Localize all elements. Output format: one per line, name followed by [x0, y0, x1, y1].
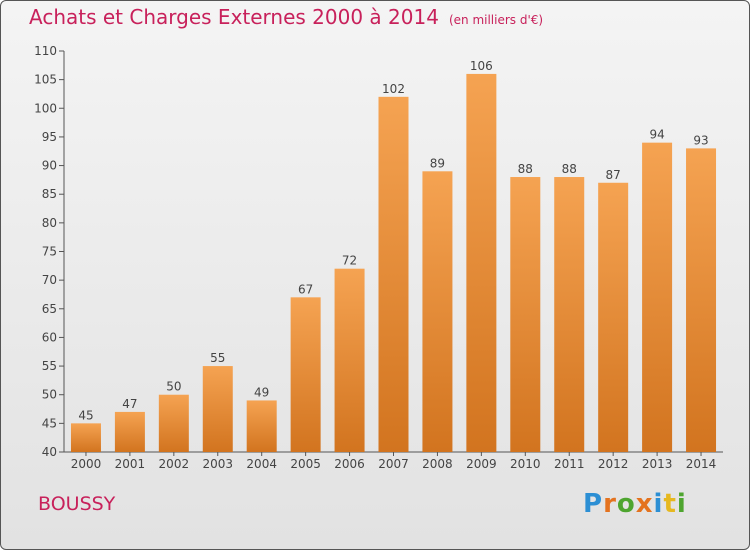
logo-letter: x — [635, 489, 654, 519]
bar — [114, 411, 145, 452]
bar-value-label: 87 — [606, 168, 621, 182]
x-tick-label: 2009 — [466, 457, 497, 471]
bar — [642, 142, 673, 452]
y-tick-label: 50 — [42, 388, 57, 402]
y-tick-label: 85 — [42, 187, 57, 201]
bar — [158, 394, 189, 452]
bar — [598, 182, 629, 452]
logo-letter: i — [676, 489, 687, 519]
chart-title-text: Achats et Charges Externes 2000 à 2014 — [29, 5, 439, 29]
x-tick-label: 2008 — [422, 457, 453, 471]
y-tick-label: 75 — [42, 245, 57, 259]
bar — [686, 148, 717, 452]
y-tick-label: 65 — [42, 302, 57, 316]
bar — [554, 177, 585, 452]
x-tick-label: 2006 — [334, 457, 365, 471]
y-tick-label: 90 — [42, 159, 57, 173]
y-tick-label: 60 — [42, 330, 57, 344]
x-tick-label: 2007 — [378, 457, 409, 471]
y-tick-label: 40 — [42, 445, 57, 459]
logo-letter: i — [653, 489, 664, 519]
y-tick-label: 105 — [34, 73, 57, 87]
x-tick-label: 2010 — [510, 457, 541, 471]
x-tick-label: 2014 — [686, 457, 717, 471]
bar-value-label: 45 — [78, 408, 93, 422]
y-tick-label: 80 — [42, 216, 57, 230]
bar-value-label: 106 — [470, 59, 493, 73]
bar-value-label: 94 — [649, 128, 664, 142]
bar-chart: 40 45 50 55 60 65 70 75 80 85 90 95 100 105 110 45 2000 4… — [34, 44, 723, 471]
bar-value-label: 102 — [382, 82, 405, 96]
bar-value-label: 93 — [693, 133, 708, 147]
location-label: BOUSSY — [38, 493, 116, 515]
logo-letter: P — [583, 489, 604, 519]
y-tick-label: 70 — [42, 273, 57, 287]
x-tick-label: 2004 — [246, 457, 277, 471]
bar — [290, 297, 321, 452]
bar-value-label: 89 — [430, 156, 445, 170]
bar-value-label: 88 — [562, 162, 577, 176]
y-tick-label: 55 — [42, 359, 57, 373]
y-tick-label: 95 — [42, 130, 57, 144]
x-tick-label: 2002 — [159, 457, 190, 471]
bar — [422, 171, 453, 453]
chart-subtitle: (en milliers d'€) — [448, 13, 544, 27]
bar-value-label: 47 — [122, 397, 137, 411]
bar — [334, 268, 365, 452]
x-tick-label: 2013 — [642, 457, 673, 471]
bar — [246, 400, 277, 452]
y-tick-label: 100 — [34, 101, 57, 115]
chart-title: Achats et Charges Externes 2000 à 2014 (e… — [29, 5, 543, 29]
bar-value-label: 72 — [342, 254, 357, 268]
x-tick-label: 2011 — [554, 457, 585, 471]
x-tick-label: 2003 — [202, 457, 233, 471]
bar — [378, 96, 409, 452]
logo-letter: r — [603, 489, 617, 519]
bar-value-label: 55 — [210, 351, 225, 365]
x-tick-label: 2001 — [115, 457, 146, 471]
x-tick-label: 2012 — [598, 457, 629, 471]
logo-letter: o — [616, 489, 636, 519]
x-tick-label: 2000 — [71, 457, 102, 471]
bar-value-label: 88 — [518, 162, 533, 176]
bar-value-label: 50 — [166, 380, 181, 394]
bar — [510, 177, 541, 452]
proxiti-logo: Proxiti — [583, 489, 687, 519]
bar — [466, 73, 497, 453]
y-tick-label: 110 — [34, 44, 57, 58]
bar-value-label: 49 — [254, 385, 269, 399]
x-tick-label: 2005 — [290, 457, 321, 471]
bar — [70, 423, 101, 452]
bar — [202, 366, 233, 452]
logo-letter: t — [663, 489, 677, 519]
bar-value-label: 67 — [298, 282, 313, 296]
y-tick-label: 45 — [42, 416, 57, 430]
